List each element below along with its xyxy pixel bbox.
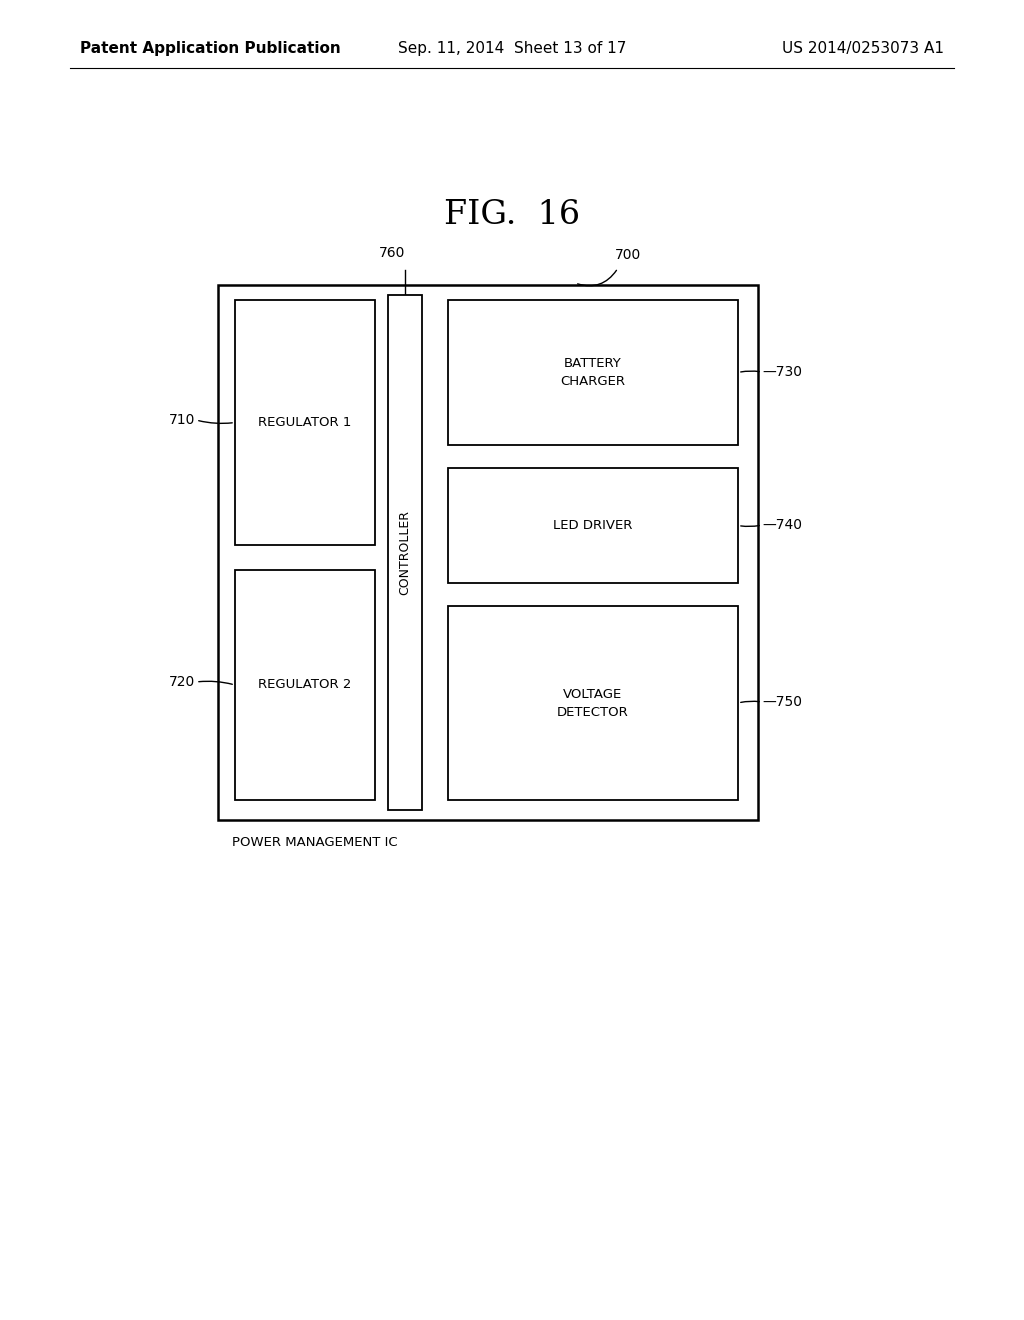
Text: Sep. 11, 2014  Sheet 13 of 17: Sep. 11, 2014 Sheet 13 of 17 xyxy=(397,41,627,55)
Text: 700: 700 xyxy=(615,248,641,261)
Text: 720: 720 xyxy=(169,675,195,689)
Text: —730: —730 xyxy=(762,366,802,379)
Text: REGULATOR 2: REGULATOR 2 xyxy=(258,678,351,692)
Bar xyxy=(449,606,738,800)
Text: Patent Application Publication: Patent Application Publication xyxy=(80,41,341,55)
Bar xyxy=(388,294,422,810)
Text: US 2014/0253073 A1: US 2014/0253073 A1 xyxy=(782,41,944,55)
Text: FIG.  16: FIG. 16 xyxy=(444,199,580,231)
Text: VOLTAGE
DETECTOR: VOLTAGE DETECTOR xyxy=(557,688,629,718)
Text: —740: —740 xyxy=(762,517,802,532)
Text: —750: —750 xyxy=(762,696,802,709)
Text: 760: 760 xyxy=(379,246,406,260)
Bar xyxy=(449,300,738,445)
Text: BATTERY
CHARGER: BATTERY CHARGER xyxy=(560,356,626,388)
Text: LED DRIVER: LED DRIVER xyxy=(553,519,633,532)
Text: CONTROLLER: CONTROLLER xyxy=(398,510,412,595)
Text: POWER MANAGEMENT IC: POWER MANAGEMENT IC xyxy=(232,836,397,849)
Bar xyxy=(218,285,758,820)
Bar xyxy=(449,469,738,583)
Bar xyxy=(234,300,375,545)
Bar xyxy=(234,570,375,800)
Text: 710: 710 xyxy=(169,413,195,426)
Text: REGULATOR 1: REGULATOR 1 xyxy=(258,416,351,429)
